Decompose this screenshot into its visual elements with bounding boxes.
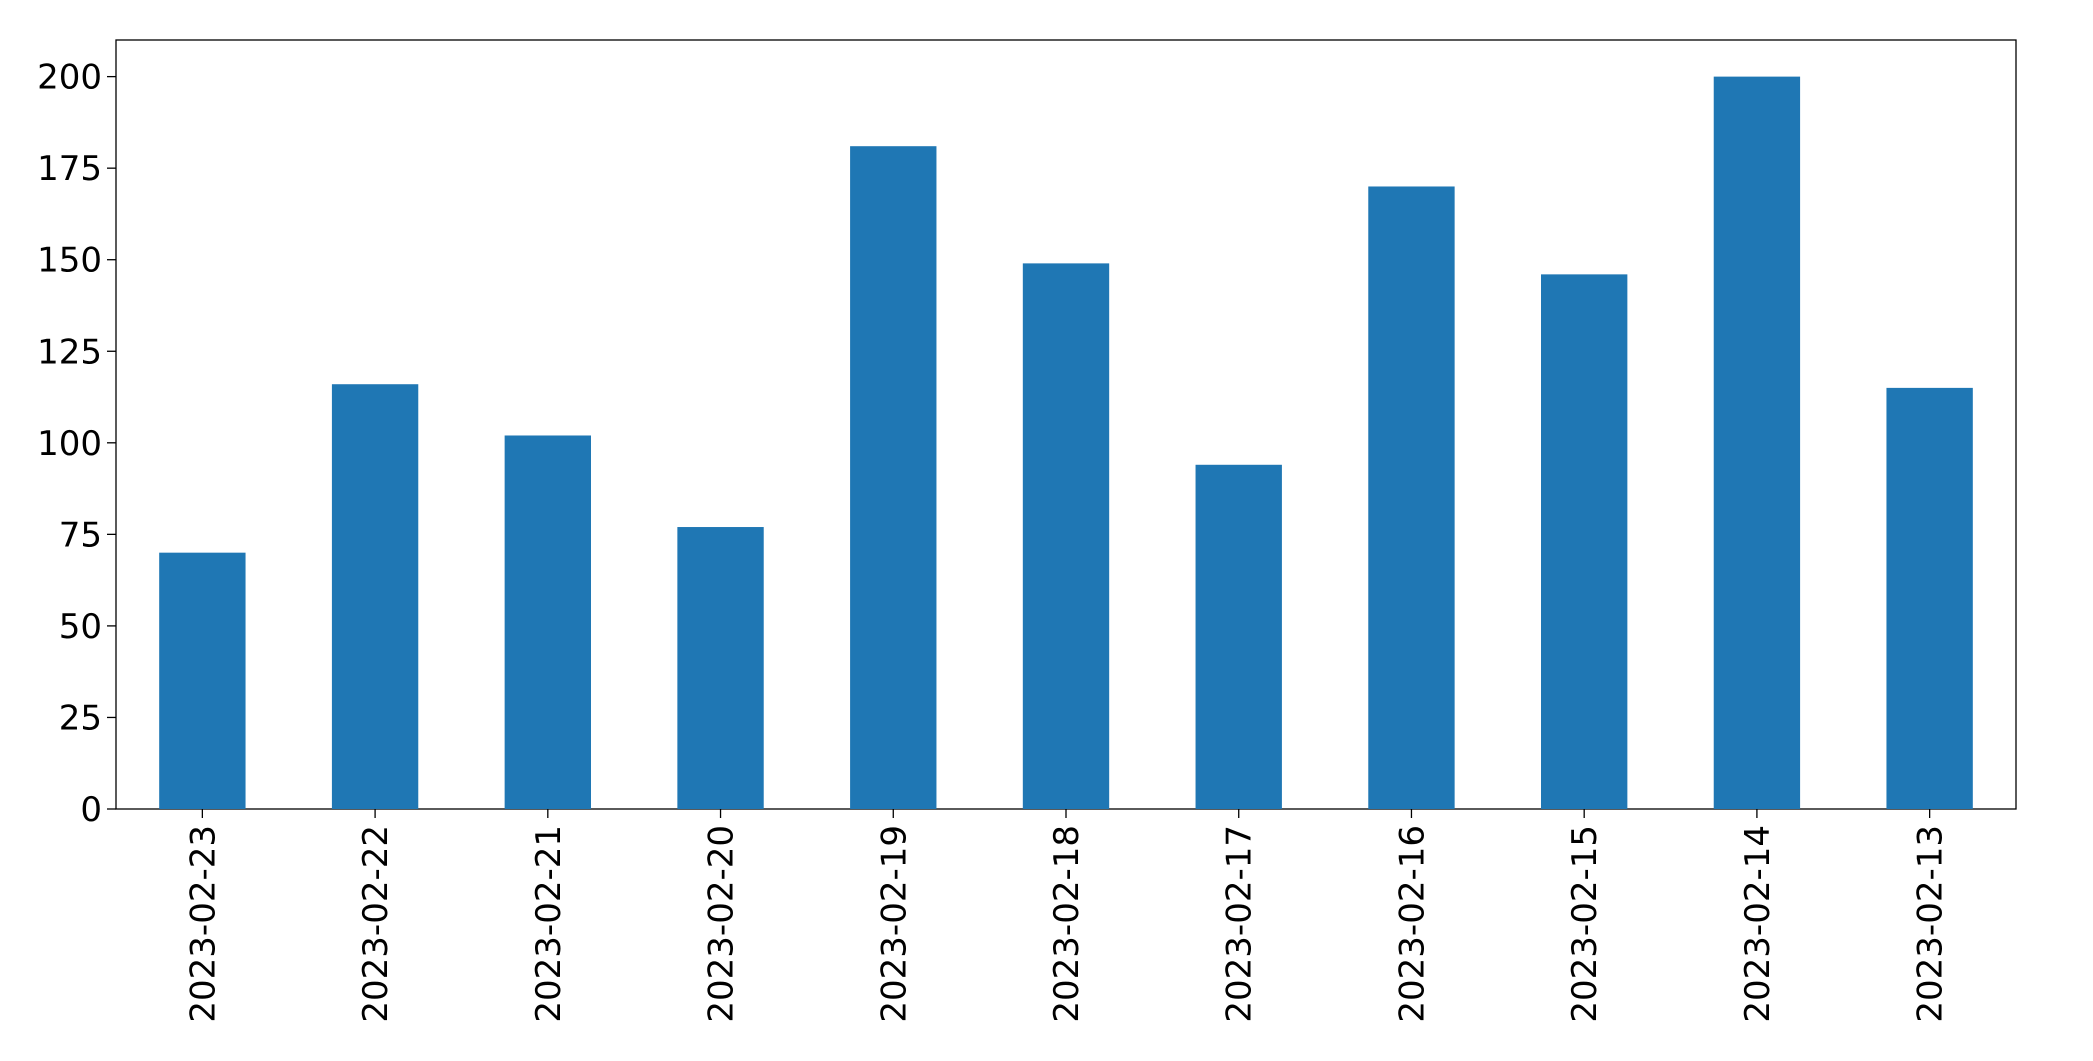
y-tick-label: 25	[59, 698, 102, 738]
bar	[1713, 76, 1801, 810]
bar	[1886, 387, 1973, 809]
bar	[504, 435, 591, 809]
y-tick-label: 100	[37, 424, 102, 464]
y-tick-label: 150	[37, 241, 102, 281]
x-tick-label: 2023-02-18	[1047, 825, 1087, 1023]
x-tick-label: 2023-02-14	[1738, 825, 1778, 1023]
bar	[1368, 186, 1455, 809]
x-tick-label: 2023-02-20	[702, 825, 742, 1023]
bar	[1195, 464, 1282, 809]
x-tick-label: 2023-02-17	[1220, 825, 1260, 1023]
x-tick-label: 2023-02-23	[183, 825, 223, 1023]
bar	[331, 384, 419, 809]
y-tick-label: 0	[80, 790, 102, 830]
y-tick-label: 50	[59, 607, 102, 647]
x-tick-label: 2023-02-15	[1565, 825, 1605, 1023]
x-tick-label: 2023-02-22	[356, 825, 396, 1023]
x-tick-label: 2023-02-21	[529, 825, 569, 1023]
y-tick-label: 200	[37, 58, 102, 98]
bar	[1541, 274, 1628, 809]
x-tick-label: 2023-02-13	[1911, 825, 1951, 1023]
y-tick-label: 125	[37, 332, 102, 372]
bar	[1022, 263, 1110, 809]
x-tick-label: 2023-02-19	[874, 825, 914, 1023]
bar	[677, 527, 764, 809]
bar	[159, 552, 246, 809]
y-tick-label: 175	[37, 149, 102, 189]
bar	[850, 146, 937, 809]
y-tick-label: 75	[59, 515, 102, 555]
x-tick-label: 2023-02-16	[1392, 825, 1432, 1023]
